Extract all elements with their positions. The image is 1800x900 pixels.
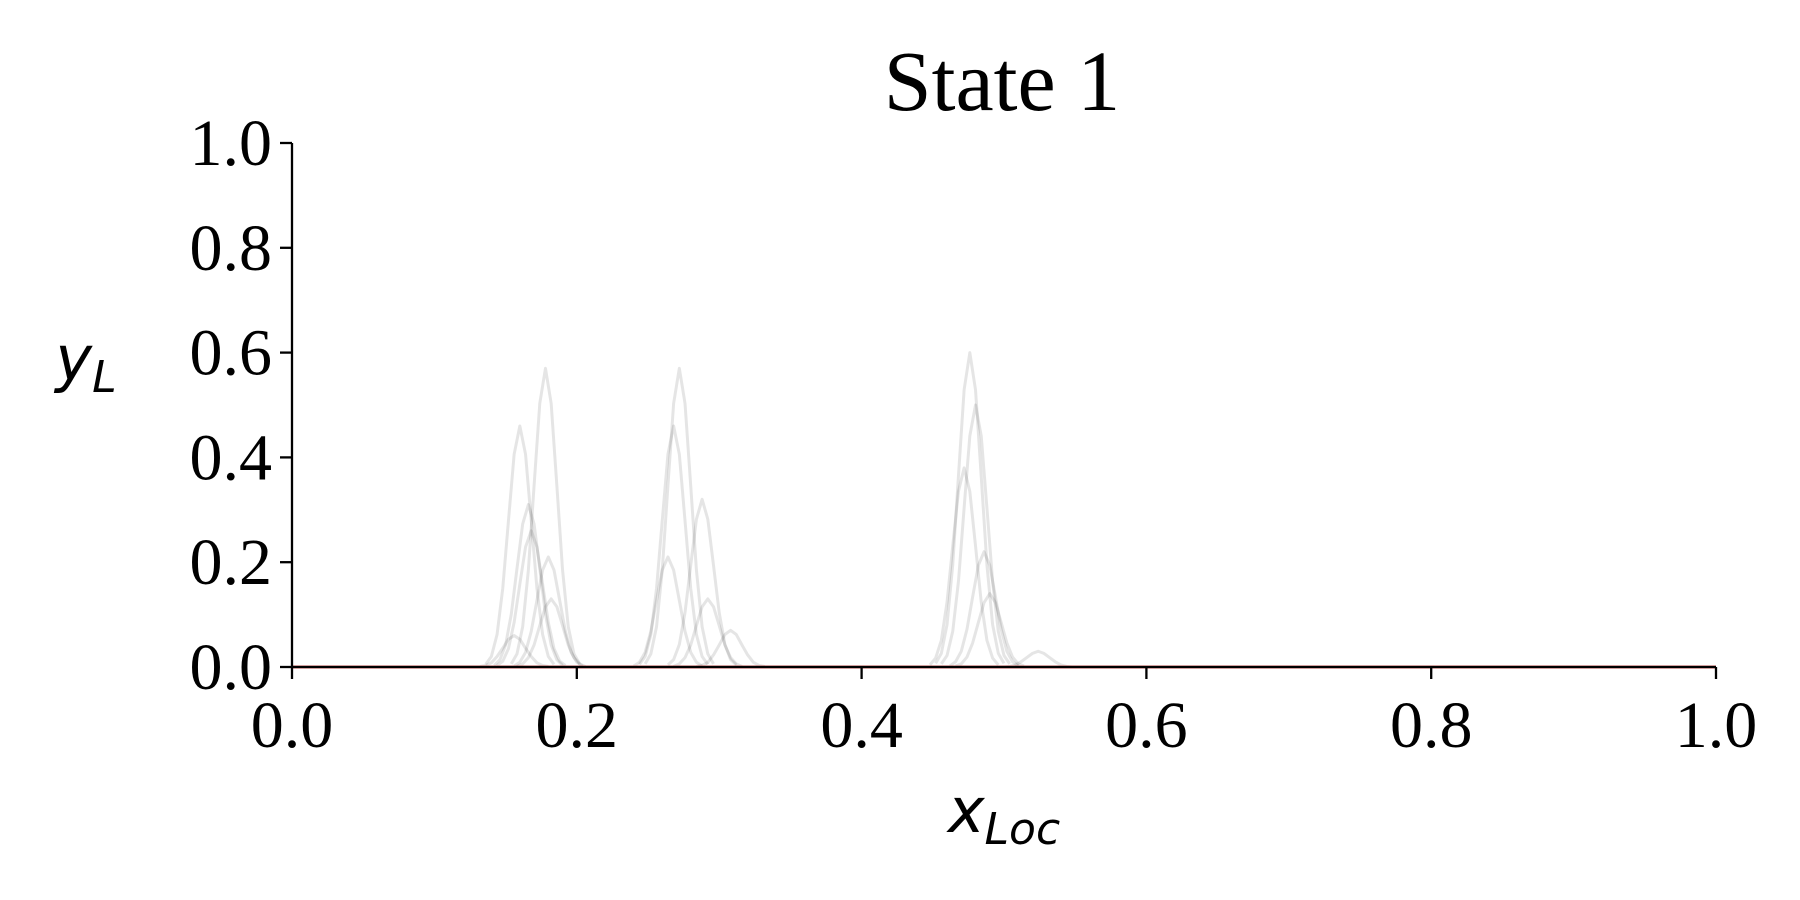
series-line: [1003, 649, 1073, 669]
series-line: [673, 597, 743, 668]
y-tick-label: 0.8: [190, 212, 273, 285]
series-line: [484, 424, 556, 666]
y-tick-label: 0.4: [190, 421, 273, 494]
series-line: [632, 555, 703, 668]
x-tick-label: 0.6: [1105, 689, 1188, 762]
series-line: [643, 366, 715, 665]
x-axis-label: xLoc: [946, 774, 1060, 855]
series-line: [955, 592, 1025, 668]
x-tick-label: 1.0: [1675, 689, 1758, 762]
y-axis-label: yL: [53, 322, 116, 403]
x-tick-label: 0.8: [1390, 689, 1473, 762]
y-tick-label: 0.0: [190, 631, 273, 704]
series-line: [638, 424, 710, 666]
series-line: [949, 550, 1020, 668]
y-label-subscript: L: [92, 352, 117, 403]
series-line: [496, 529, 567, 667]
y-label-text: y: [53, 322, 93, 395]
series-line: [666, 497, 738, 667]
series-line: [493, 503, 564, 667]
x-tick-label: 0.4: [820, 689, 903, 762]
series-line: [513, 555, 584, 668]
series-line: [928, 466, 1000, 666]
x-tick-label: 0.0: [251, 689, 334, 762]
x-label-subscript: Loc: [985, 804, 1061, 855]
x-tick-label: 0.2: [536, 689, 619, 762]
series-line: [479, 634, 549, 668]
series-line: [696, 628, 766, 668]
y-tick-label: 1.0: [190, 107, 273, 180]
series-line: [934, 351, 1006, 665]
chart-title: State 1: [884, 33, 1120, 129]
y-tick-label: 0.6: [190, 317, 273, 390]
x-label-text: x: [946, 774, 986, 847]
y-tick-label: 0.2: [190, 526, 273, 599]
series-line: [516, 597, 586, 668]
series-line: [509, 366, 581, 665]
series-line: [940, 403, 1011, 665]
